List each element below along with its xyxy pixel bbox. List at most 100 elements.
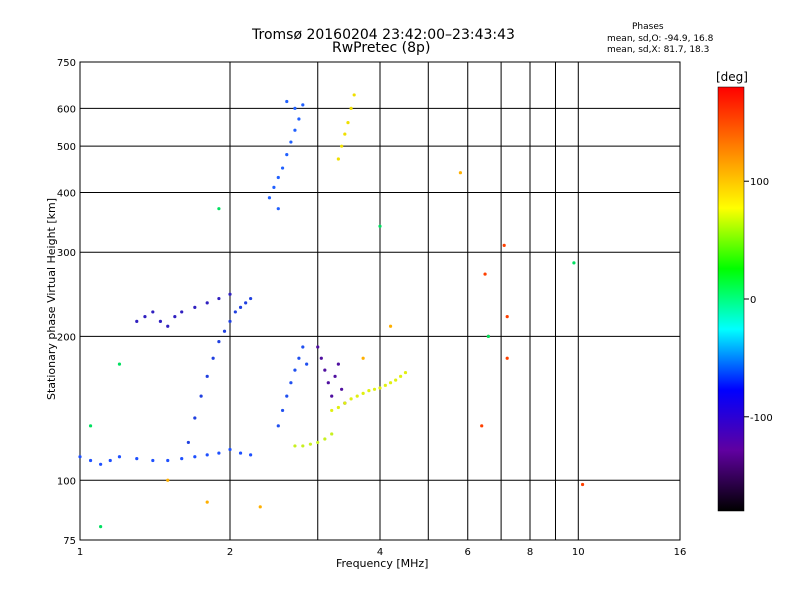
data-point: [217, 451, 221, 455]
data-point: [361, 391, 365, 395]
data-point: [293, 106, 297, 110]
data-point: [343, 401, 347, 405]
data-point: [99, 462, 103, 466]
data-point: [280, 166, 285, 170]
data-point: [372, 387, 377, 391]
x-tick-label: 4: [377, 547, 383, 558]
data-point: [285, 394, 289, 398]
data-point: [458, 171, 463, 175]
data-point: [193, 455, 197, 459]
data-point: [99, 525, 103, 529]
data-point: [378, 224, 382, 228]
data-point: [297, 356, 301, 360]
data-point: [319, 356, 323, 360]
data-point: [143, 315, 147, 319]
data-point: [305, 362, 309, 366]
y-tick-label: 400: [57, 188, 76, 199]
data-point: [349, 106, 353, 110]
data-point: [486, 334, 490, 338]
data-point: [258, 505, 262, 509]
data-point: [238, 451, 243, 455]
data-point: [301, 345, 305, 349]
data-point: [483, 272, 487, 276]
data-point: [267, 196, 272, 200]
x-tick-label: 6: [465, 547, 471, 558]
data-point: [166, 478, 170, 482]
data-point: [151, 458, 155, 463]
data-point: [205, 301, 209, 305]
y-tick-label: 75: [63, 536, 76, 547]
data-point: [117, 362, 122, 366]
data-point: [355, 394, 359, 398]
data-point: [336, 405, 340, 410]
data-point: [211, 356, 215, 360]
data-point: [330, 432, 334, 436]
x-tick-label: 8: [527, 547, 533, 558]
data-point: [289, 381, 293, 385]
y-tick-label: 750: [57, 58, 76, 69]
data-point: [580, 482, 585, 487]
data-point: [151, 310, 155, 314]
data-point: [217, 340, 221, 344]
data-point: [249, 296, 253, 301]
data-point: [217, 207, 221, 211]
x-tick-label: 10: [572, 547, 585, 558]
colorbar-unit-label: [deg]: [716, 70, 748, 84]
data-point: [272, 185, 276, 189]
data-point: [158, 319, 163, 323]
data-point: [343, 132, 347, 136]
data-point: [316, 345, 320, 349]
data-point: [301, 444, 305, 448]
data-point: [399, 374, 403, 378]
x-tick-labels: 1 2 4 6 8 10 16: [77, 547, 687, 558]
data-point: [336, 362, 340, 366]
data-point: [117, 455, 122, 459]
data-point: [383, 383, 387, 387]
data-point: [180, 310, 184, 314]
data-point: [228, 447, 232, 452]
data-point: [244, 301, 248, 305]
legend-o-stats: mean, sd,O: -94.9, 16.8: [607, 34, 714, 44]
data-point: [505, 315, 509, 319]
data-point: [233, 310, 237, 314]
data-point: [199, 394, 203, 398]
data-point: [505, 356, 509, 360]
data-point: [352, 93, 356, 97]
data-point: [280, 408, 285, 413]
y-tick-label: 100: [57, 476, 76, 487]
data-point: [336, 157, 340, 161]
data-point: [173, 315, 177, 319]
data-point: [293, 444, 297, 448]
y-tick-label: 600: [57, 104, 76, 115]
data-point: [276, 175, 280, 180]
y-tick-label: 300: [57, 248, 76, 259]
data-point: [222, 329, 227, 333]
data-point: [78, 455, 82, 459]
data-point: [108, 458, 112, 463]
colorbar-ticks: 100 0 -100: [744, 177, 773, 424]
data-point: [388, 381, 393, 385]
chart-title: Tromsø 20160204 23:42:00–23:43:43: [252, 27, 515, 43]
y-tick-label: 500: [57, 142, 76, 153]
data-point: [340, 387, 344, 391]
data-point: [180, 457, 184, 461]
data-point: [361, 356, 365, 360]
data-point: [308, 442, 313, 446]
grid-layer: [80, 61, 681, 541]
data-point: [340, 144, 344, 148]
data-point: [346, 121, 350, 125]
data-point: [135, 457, 139, 461]
data-point: [228, 319, 232, 323]
y-tick-label: 200: [57, 332, 76, 343]
data-point: [228, 292, 232, 296]
y-tick-labels: 75 100 200 300 400 500 600 750: [57, 58, 76, 547]
data-point: [333, 374, 337, 378]
data-point: [378, 386, 382, 390]
data-point: [238, 305, 243, 309]
x-axis-label: Frequency [MHz]: [336, 557, 429, 570]
data-point: [205, 453, 209, 457]
data-point: [193, 305, 197, 309]
colorbar: [717, 86, 745, 512]
data-point: [367, 389, 371, 393]
